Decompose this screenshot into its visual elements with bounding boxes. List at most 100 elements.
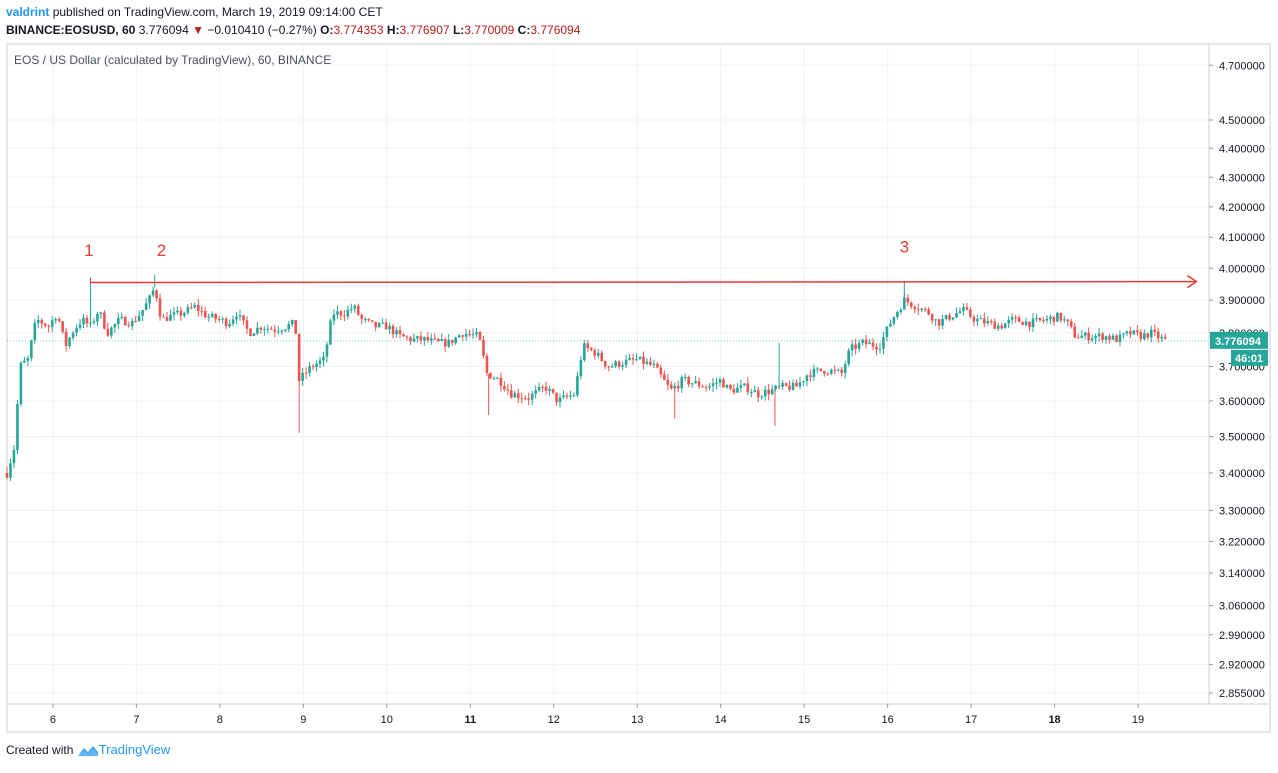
time-tick-label: 17: [965, 714, 977, 726]
candle-body: [68, 337, 71, 347]
candle-body: [680, 377, 684, 389]
time-scale-frame: [6, 703, 1271, 733]
countdown-badge: [1231, 349, 1268, 366]
candle-body: [1024, 321, 1028, 326]
candle-body: [113, 324, 117, 328]
candle-body: [809, 375, 812, 377]
candle-body: [19, 362, 23, 405]
candle-body: [454, 337, 457, 344]
candle-body: [1000, 325, 1004, 329]
candle-body: [583, 343, 586, 361]
candle-body: [221, 318, 224, 320]
candle-body: [944, 315, 948, 319]
candle-body: [1132, 330, 1136, 335]
price-tick-label: 4.700000: [1219, 60, 1265, 72]
candle-body: [263, 329, 266, 331]
candle-body: [833, 369, 837, 371]
candle-body: [249, 328, 252, 337]
candle-body: [134, 321, 137, 323]
candle-body: [252, 333, 256, 337]
candle-body: [572, 395, 576, 397]
symbol-label: BINANCE:EOSUSD, 60: [6, 23, 136, 37]
last-price-label: 3.776094: [1215, 336, 1262, 348]
candle-body: [871, 342, 875, 347]
candle-body: [1149, 329, 1153, 338]
time-tick-label: 15: [798, 714, 810, 726]
price-scale-frame: [1208, 43, 1271, 705]
candle-body: [1010, 317, 1014, 320]
candle-body: [718, 379, 722, 383]
candle-body: [513, 393, 517, 398]
candle-body: [130, 321, 134, 327]
candle-body: [353, 305, 357, 309]
candle-body: [151, 290, 155, 296]
candle-body: [16, 404, 19, 451]
candle-body: [530, 393, 534, 400]
candle-body: [697, 381, 701, 387]
candle-body: [854, 344, 857, 349]
candle-body: [569, 395, 572, 397]
candle-body: [123, 316, 127, 326]
candle-body: [137, 315, 141, 322]
candle-body: [826, 373, 830, 375]
candle-body: [923, 308, 927, 310]
candle-body: [339, 311, 343, 316]
candle-body: [92, 321, 96, 323]
candle-body: [190, 307, 193, 309]
candle-body: [503, 385, 506, 390]
candle-body: [1035, 317, 1038, 319]
candle-body: [1028, 321, 1031, 328]
candle-body: [638, 356, 642, 360]
candle-body: [398, 330, 402, 335]
candle-body: [377, 323, 381, 328]
candle-body: [402, 334, 405, 337]
open-label: O:: [320, 23, 334, 37]
candle-body: [676, 385, 680, 389]
candle-body: [315, 363, 318, 368]
candle-body: [909, 302, 913, 307]
candle-body: [1003, 323, 1007, 329]
candle-body: [753, 390, 757, 393]
candle-body: [297, 333, 301, 381]
candle-body: [1031, 318, 1035, 328]
candle-body: [746, 383, 750, 393]
price-tick-label: 3.060000: [1219, 601, 1265, 613]
price-tick-label: 2.920000: [1219, 660, 1265, 672]
candle-body: [788, 385, 791, 390]
candle-body: [1069, 321, 1073, 327]
candle-body: [621, 365, 624, 367]
candle-body: [228, 323, 231, 327]
candle-body: [384, 322, 388, 330]
candle-body: [43, 323, 47, 326]
candle-body: [311, 366, 315, 368]
candle-body: [290, 320, 294, 325]
candle-body: [850, 344, 854, 351]
author-link[interactable]: valdrint: [6, 5, 50, 19]
candle-body: [527, 398, 531, 400]
candle-body: [1136, 330, 1139, 332]
tradingview-brand[interactable]: TradingView: [98, 742, 171, 757]
candle-body: [819, 368, 823, 372]
candle-body: [148, 295, 151, 304]
candle-body: [273, 329, 277, 332]
candle-body: [412, 338, 416, 342]
candle-body: [61, 321, 64, 332]
down-arrow-icon: ▼: [192, 23, 204, 37]
candle-body: [749, 392, 753, 394]
candle-body: [235, 316, 238, 320]
candle-body: [207, 316, 211, 318]
candle-body: [1014, 317, 1017, 319]
candle-body: [179, 310, 183, 316]
candle-body: [941, 318, 944, 326]
candle-body: [885, 326, 889, 337]
candle-body: [318, 360, 322, 364]
candle-body: [186, 307, 190, 313]
low-value: 3.770009: [464, 23, 515, 37]
candle-body: [110, 327, 113, 336]
candle-body: [708, 386, 711, 388]
candle-body: [920, 308, 924, 310]
candle-body: [294, 320, 297, 334]
candle-body: [155, 290, 158, 299]
